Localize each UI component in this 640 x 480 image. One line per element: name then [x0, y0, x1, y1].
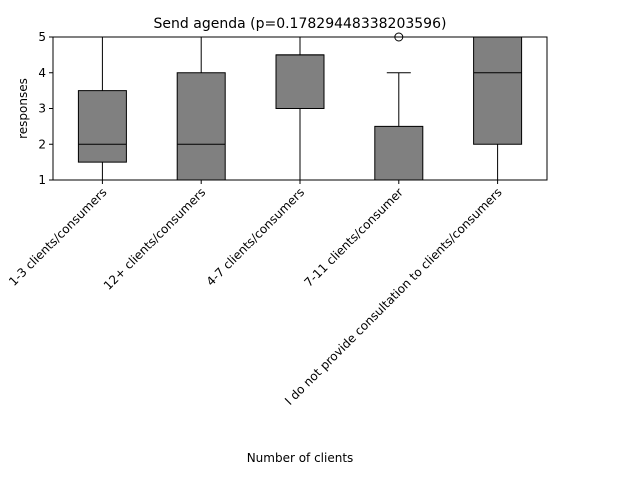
y-tick-label-3: 3 [38, 102, 46, 116]
chart-title: Send agenda (p=0.17829448338203596) [154, 16, 447, 32]
box-5 [473, 36, 523, 145]
x-tick-label-5: I do not provide consultation to clients… [282, 185, 505, 408]
y-tick-label-5: 5 [38, 30, 46, 44]
box-1 [77, 90, 127, 163]
x-axis-label: Number of clients [247, 451, 354, 465]
x-tick-label-3: 4-7 clients/consumers [204, 185, 307, 288]
y-axis-label: responses [16, 78, 30, 139]
y-tick-label-4: 4 [38, 66, 46, 80]
box-3 [275, 54, 325, 109]
y-tick-label-1: 1 [38, 173, 46, 187]
x-tick-label-1: 1-3 clients/consumers [6, 185, 109, 288]
x-tick-label-4: 7-11 clients/consumer [301, 185, 405, 289]
y-tick-label-2: 2 [38, 137, 46, 151]
box-2 [176, 72, 226, 181]
box-4 [374, 125, 424, 181]
x-tick-label-2: 12+ clients/consumers [101, 185, 209, 293]
